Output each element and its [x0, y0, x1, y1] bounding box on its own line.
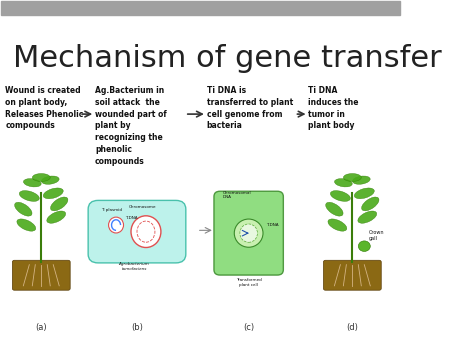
Text: Ti DNA is
transferred to plant
cell genome from
bacteria: Ti DNA is transferred to plant cell geno…	[207, 86, 293, 130]
FancyBboxPatch shape	[323, 260, 381, 290]
Ellipse shape	[335, 179, 352, 187]
Ellipse shape	[234, 219, 263, 247]
Text: T-DNA: T-DNA	[125, 216, 137, 220]
Ellipse shape	[328, 219, 347, 231]
Ellipse shape	[51, 197, 68, 211]
Text: Ti plasmid: Ti plasmid	[101, 208, 122, 212]
Text: Chromosomal
DNA: Chromosomal DNA	[223, 191, 252, 200]
Ellipse shape	[353, 176, 370, 184]
Ellipse shape	[358, 211, 377, 223]
Text: Ag.Bacterium in
soil attack  the
wounded part of
plant by
recognizing the
phenol: Ag.Bacterium in soil attack the wounded …	[95, 86, 167, 166]
Text: (b): (b)	[131, 323, 143, 333]
Text: T-DNA: T-DNA	[266, 223, 279, 227]
Ellipse shape	[19, 191, 39, 201]
Ellipse shape	[137, 221, 155, 242]
Ellipse shape	[330, 191, 350, 201]
FancyBboxPatch shape	[88, 200, 186, 263]
FancyBboxPatch shape	[12, 260, 70, 290]
FancyBboxPatch shape	[214, 191, 283, 275]
Ellipse shape	[326, 202, 343, 216]
Ellipse shape	[240, 224, 257, 242]
Text: Transformed
plant cell: Transformed plant cell	[236, 278, 262, 287]
Text: Agrobacterium
tumofaciens: Agrobacterium tumofaciens	[118, 262, 149, 271]
Text: Chromosome: Chromosome	[129, 205, 157, 209]
Text: (d): (d)	[346, 323, 358, 333]
Ellipse shape	[47, 211, 66, 223]
Ellipse shape	[109, 217, 124, 233]
Ellipse shape	[354, 188, 374, 199]
Text: Mechanism of gene transfer: Mechanism of gene transfer	[13, 44, 442, 73]
Text: Ti DNA
induces the
tumor in
plant body: Ti DNA induces the tumor in plant body	[309, 86, 359, 130]
Ellipse shape	[43, 188, 63, 199]
Text: (c): (c)	[243, 323, 254, 333]
Ellipse shape	[32, 174, 50, 181]
Text: Wound is created
on plant body,
Releases Phenolic
compounds: Wound is created on plant body, Releases…	[5, 86, 84, 130]
Text: Crown
gall: Crown gall	[369, 230, 384, 241]
Text: (a): (a)	[36, 323, 47, 333]
Bar	[1, 1, 400, 16]
Ellipse shape	[362, 197, 379, 211]
Ellipse shape	[15, 202, 32, 216]
Ellipse shape	[17, 219, 36, 231]
Ellipse shape	[358, 241, 370, 251]
Ellipse shape	[131, 216, 161, 247]
Ellipse shape	[343, 174, 361, 181]
Ellipse shape	[23, 179, 41, 187]
Ellipse shape	[41, 176, 59, 184]
